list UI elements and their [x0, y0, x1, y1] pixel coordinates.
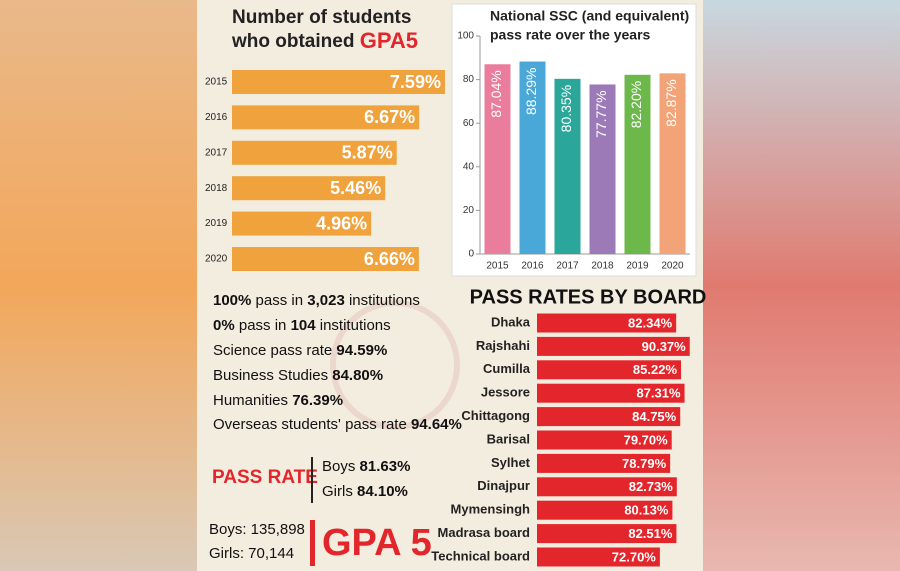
- fact: 0% pass in 104 institutions: [213, 317, 391, 334]
- value-label: 78.79%: [622, 456, 667, 471]
- category-label: Sylhet: [491, 455, 531, 470]
- category-label: 2020: [205, 254, 228, 265]
- y-tick-label: 20: [463, 205, 475, 216]
- bar: [537, 477, 677, 497]
- fact: 100% pass in 3,023 institutions: [213, 292, 420, 309]
- value-label: 4.96%: [316, 213, 367, 233]
- value-label: 6.67%: [364, 107, 415, 127]
- bar: [537, 547, 660, 567]
- category-label: Mymensingh: [451, 502, 531, 517]
- category-label: Cumilla: [483, 361, 531, 376]
- bar: [232, 211, 372, 236]
- category-label: Madrasa board: [438, 525, 531, 540]
- value-label: 79.70%: [624, 432, 669, 447]
- category-label: 2015: [205, 77, 228, 88]
- bar: [537, 360, 682, 380]
- value-label: 80.35%: [558, 85, 574, 132]
- bar: [537, 313, 677, 333]
- category-label: Dinajpur: [477, 478, 530, 493]
- category-label: Chittagong: [461, 408, 530, 423]
- gpa5-girls: Girls: 70,144: [209, 545, 294, 562]
- fact: Science pass rate 94.59%: [213, 342, 387, 359]
- value-label: 72.70%: [612, 549, 657, 564]
- value-label: 84.75%: [632, 409, 677, 424]
- bar: [232, 105, 420, 130]
- value-label: 87.31%: [636, 386, 681, 401]
- category-label: Rajshahi: [476, 338, 530, 353]
- bar: [232, 140, 397, 165]
- y-tick-label: 100: [457, 31, 474, 42]
- x-tick-label: 2015: [486, 261, 509, 272]
- fact: Overseas students' pass rate 94.64%: [213, 416, 462, 433]
- value-label: 77.77%: [593, 90, 609, 137]
- value-label: 6.66%: [364, 249, 415, 269]
- facts: 100% pass in 3,023 institutions 0% pass …: [213, 292, 462, 433]
- bar: [537, 430, 672, 450]
- bar: [624, 74, 651, 254]
- bar: [232, 70, 445, 94]
- value-label: 7.59%: [390, 72, 441, 92]
- bar: [537, 407, 681, 427]
- bar: [537, 383, 685, 403]
- pass-rate-boys: Boys 81.63%: [322, 458, 410, 475]
- chart-title: pass rate over the years: [490, 27, 651, 43]
- chart-title: National SSC (and equivalent): [490, 8, 689, 24]
- value-label: 82.51%: [628, 526, 673, 541]
- bar: [232, 176, 386, 201]
- category-label: 2018: [205, 183, 228, 194]
- value-label: 82.34%: [628, 315, 673, 330]
- bar: [537, 524, 677, 544]
- bar: [659, 73, 686, 254]
- y-tick-label: 60: [463, 118, 475, 129]
- category-label: Jessore: [481, 385, 530, 400]
- category-label: 2019: [205, 218, 228, 229]
- bar: [232, 247, 419, 271]
- x-tick-label: 2020: [661, 261, 684, 272]
- chart-title: PASS RATES BY BOARD: [470, 286, 707, 308]
- value-label: 82.87%: [663, 79, 679, 126]
- background-left: [0, 0, 198, 571]
- category-label: 2017: [205, 147, 228, 158]
- value-label: 82.20%: [628, 81, 644, 128]
- value-label: 87.04%: [488, 70, 504, 117]
- bar: [589, 84, 616, 255]
- value-label: 5.46%: [330, 178, 381, 198]
- value-label: 85.22%: [633, 362, 678, 377]
- x-tick-label: 2018: [591, 261, 614, 272]
- fact: Humanities 76.39%: [213, 392, 343, 409]
- gpa5-title: GPA 5: [322, 522, 432, 564]
- value-label: 82.73%: [629, 479, 674, 494]
- divider: [310, 520, 315, 566]
- value-label: 88.29%: [523, 68, 539, 115]
- category-label: Dhaka: [491, 314, 531, 329]
- pass-rate-title: PASS RATE: [212, 467, 318, 488]
- value-label: 5.87%: [342, 143, 393, 163]
- x-tick-label: 2016: [521, 261, 544, 272]
- y-tick-label: 0: [468, 249, 474, 260]
- x-tick-label: 2019: [626, 261, 649, 272]
- chart-title: who obtained GPA5: [231, 28, 418, 53]
- bar: [554, 78, 581, 254]
- bar: [519, 61, 546, 254]
- gpa5-boys: Boys: 135,898: [209, 521, 305, 538]
- bar: [537, 453, 671, 473]
- background-right: [702, 0, 900, 571]
- category-label: Barisal: [487, 431, 530, 446]
- value-label: 90.37%: [642, 339, 687, 354]
- fact: Business Studies 84.80%: [213, 367, 383, 384]
- x-tick-label: 2017: [556, 261, 579, 272]
- category-label: 2016: [205, 112, 228, 123]
- chart-title: Number of students: [232, 7, 411, 28]
- pass-rate-girls: Girls 84.10%: [322, 483, 408, 500]
- category-label: Technical board: [431, 548, 530, 563]
- pass-stamp: [330, 300, 460, 430]
- y-tick-label: 80: [463, 74, 475, 85]
- bar: [484, 64, 511, 254]
- y-tick-label: 40: [463, 161, 475, 172]
- bar: [537, 500, 673, 520]
- bar: [537, 336, 690, 356]
- value-label: 80.13%: [624, 503, 669, 518]
